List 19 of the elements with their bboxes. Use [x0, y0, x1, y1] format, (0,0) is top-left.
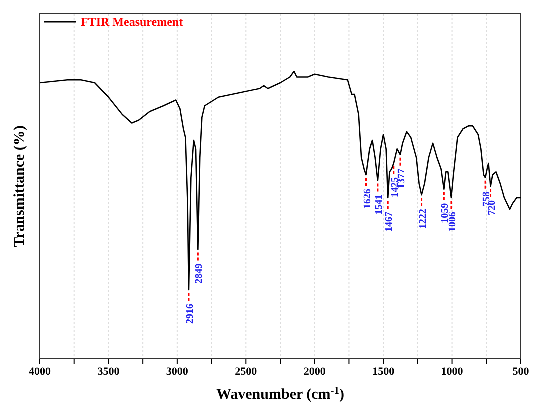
annotation: 1006 [447, 212, 458, 232]
annotation: 2849 [194, 264, 206, 284]
annotation: 2916 [184, 304, 196, 324]
x-tick-label: 2000 [304, 366, 326, 378]
annotation: 1541 [374, 194, 385, 215]
x-tick-label: 1500 [372, 366, 396, 378]
x-tick-label: 3000 [166, 366, 189, 378]
x-tick-label: 4000 [29, 366, 52, 378]
x-tick-label: 500 [512, 366, 530, 378]
annotation: 1626 [362, 189, 374, 209]
x-tick-label: 2500 [235, 366, 258, 378]
annotation: 720 [486, 200, 498, 216]
annotation: 1467 [384, 212, 396, 232]
annotation: 1222 [418, 209, 429, 230]
x-axis-title: Wavenumber (cm$^{-1}$) [216, 386, 345, 403]
x-tick-label: 1000 [441, 366, 464, 378]
legend-label: FTIR Measurement [81, 15, 184, 29]
x-tick-label: 3500 [98, 366, 120, 378]
y-axis-title: Transmittance (%) [12, 126, 28, 248]
